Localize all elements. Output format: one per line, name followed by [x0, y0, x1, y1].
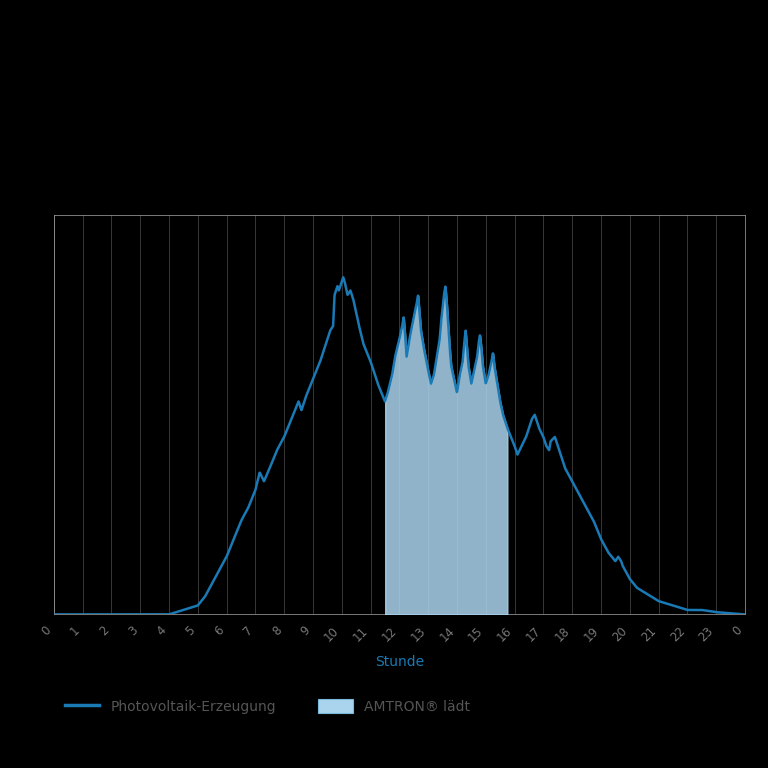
Legend: Photovoltaik-Erzeugung, AMTRON® lädt: Photovoltaik-Erzeugung, AMTRON® lädt [59, 694, 475, 720]
X-axis label: Stunde: Stunde [375, 655, 424, 669]
